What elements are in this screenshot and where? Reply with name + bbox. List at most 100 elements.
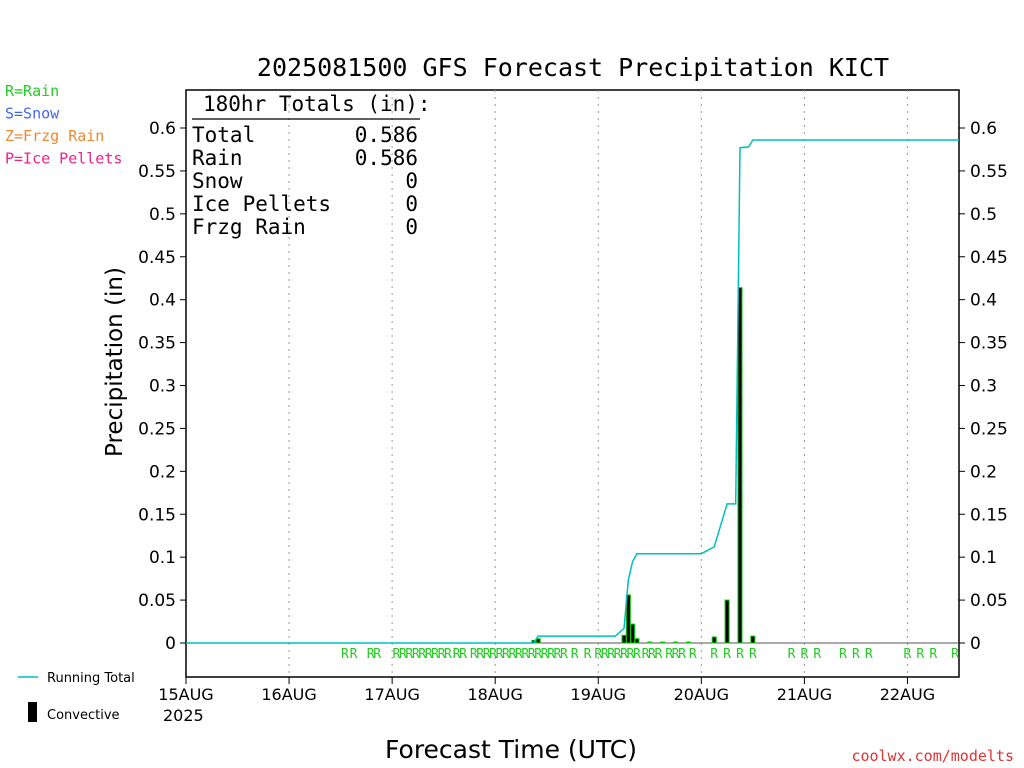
precip-type-marker: R — [412, 647, 420, 662]
precip-type-key-item: Z=Frzg Rain — [5, 127, 104, 145]
totals-label: Ice Pellets — [192, 192, 331, 216]
precip-type-marker: R — [373, 647, 381, 662]
precip-bar — [685, 641, 691, 644]
precip-type-marker: R — [710, 647, 718, 662]
precip-type-marker: R — [405, 647, 413, 662]
totals-value: 0.586 — [355, 123, 418, 147]
running-total-line — [186, 139, 959, 644]
y-tick-label-right: 0.6 — [970, 119, 997, 139]
totals-value: 0 — [405, 215, 418, 239]
precip-bar — [737, 287, 743, 644]
y-tick-label-left: 0.2 — [149, 462, 176, 482]
precip-type-marker: R — [594, 647, 602, 662]
x-tick-label: 18AUG — [467, 685, 522, 704]
precip-type-marker: R — [444, 647, 452, 662]
totals-value: 0 — [405, 192, 418, 216]
precip-type-marker: R — [470, 647, 478, 662]
precip-type-marker: R — [607, 647, 615, 662]
precip-type-key: R=Rain S=Snow Z=Frzg Rain P=Ice Pellets — [5, 82, 122, 168]
precip-type-marker: R — [672, 647, 680, 662]
legend-convective-swatch — [28, 702, 37, 722]
precip-type-marker: R — [678, 647, 686, 662]
precip-type-marker: R — [528, 647, 536, 662]
precip-type-marker: R — [508, 647, 516, 662]
precip-bar — [625, 594, 631, 644]
precip-type-marker: R — [839, 647, 847, 662]
x-tick-label: 20AUG — [674, 685, 729, 704]
precip-type-marker: R — [515, 647, 523, 662]
precip-bar — [711, 636, 717, 644]
precip-type-key-item: R=Rain — [5, 82, 59, 100]
y-tick-label-right: 0.45 — [970, 248, 1008, 268]
precip-type-marker: R — [800, 647, 808, 662]
precip-bar — [724, 599, 730, 644]
precip-type-marker: R — [584, 647, 592, 662]
totals-box: 180hr Totals (in): Total 0.586 Rain 0.586 Sn… — [192, 92, 431, 239]
precip-type-marker: R — [648, 647, 656, 662]
precip-type-marker: R — [534, 647, 542, 662]
precip-type-marker: R — [476, 647, 484, 662]
totals-label: Frzg Rain — [192, 215, 306, 239]
y-tick-label-right: 0.15 — [970, 505, 1008, 525]
x-tick-label: 15AUG — [158, 685, 213, 704]
precip-type-marker: R — [459, 647, 467, 662]
precip-type-key-item: P=Ice Pellets — [5, 150, 122, 168]
precip-bar — [630, 623, 636, 644]
credit-text: coolwx.com/modelts — [851, 747, 1014, 765]
y-tick-label-right: 0.4 — [970, 291, 997, 311]
y-tick-label-left: 0.25 — [138, 419, 176, 439]
precip-type-marker: R — [929, 647, 937, 662]
plot-frame — [185, 89, 960, 678]
x-tick-label: 17AUG — [364, 685, 419, 704]
x-axis: 15AUG 16AUG 17AUG 18AUG 19AUG 20AUG 21AUG 22AUG — [158, 677, 935, 704]
y-tick-label-left: 0.3 — [149, 377, 176, 397]
precip-type-marker: R — [489, 647, 497, 662]
legend: Running Total Convective — [18, 671, 135, 723]
precip-type-marker: R — [367, 647, 375, 662]
precip-type-marker: R — [521, 647, 529, 662]
precip-type-marker: R — [642, 647, 650, 662]
y-tick-label-right: 0.2 — [970, 462, 997, 482]
precip-type-marker: R — [560, 647, 568, 662]
x-tick-label: 16AUG — [261, 685, 316, 704]
precip-type-marker: R — [483, 647, 491, 662]
y-tick-label-right: 0.1 — [970, 548, 997, 568]
precip-bar — [621, 634, 627, 644]
precip-type-marker: R — [571, 647, 579, 662]
precip-type-marker: R — [341, 647, 349, 662]
y-tick-label-left: 0.5 — [149, 205, 176, 225]
y-tick-label-right: 0.5 — [970, 205, 997, 225]
precip-type-marker: R — [723, 647, 731, 662]
precip-type-marker: R — [654, 647, 662, 662]
x-tick-label: 19AUG — [571, 685, 626, 704]
precip-type-marker: R — [749, 647, 757, 662]
precip-type-marker: R — [665, 647, 673, 662]
totals-label: Total — [192, 123, 255, 147]
convective-bars — [531, 287, 756, 644]
running-total-series — [186, 139, 959, 644]
x-tick-label: 21AUG — [777, 685, 832, 704]
precip-type-marker: R — [350, 647, 358, 662]
y-tick-label-right: 0.3 — [970, 377, 997, 397]
legend-convective: Convective — [47, 708, 120, 723]
precip-type-marker: R — [813, 647, 821, 662]
chart-title: 2025081500 GFS Forecast Precipitation KI… — [257, 53, 889, 82]
precip-type-marker: R — [620, 647, 628, 662]
precip-type-marker: R — [547, 647, 555, 662]
precip-type-marker: R — [502, 647, 510, 662]
precip-bar — [634, 638, 640, 644]
precip-type-marker: R — [865, 647, 873, 662]
precip-type-marker: R — [736, 647, 744, 662]
totals-header: 180hr Totals (in): — [203, 92, 431, 116]
totals-value: 0.586 — [355, 146, 418, 170]
y-axis-left: 0 0.05 0.1 0.15 0.2 0.25 0.3 0.35 0.4 0.45 0.5 0.55… — [138, 119, 186, 654]
precip-type-marker: R — [554, 647, 562, 662]
precip-type-marker: R — [453, 647, 461, 662]
precip-type-marker: R — [904, 647, 912, 662]
y-tick-label-left: 0.55 — [138, 162, 176, 182]
precip-type-marker: R — [541, 647, 549, 662]
precip-bar — [750, 635, 756, 644]
y-tick-label-right: 0.25 — [970, 419, 1008, 439]
y-tick-label-left: 0.1 — [149, 548, 176, 568]
